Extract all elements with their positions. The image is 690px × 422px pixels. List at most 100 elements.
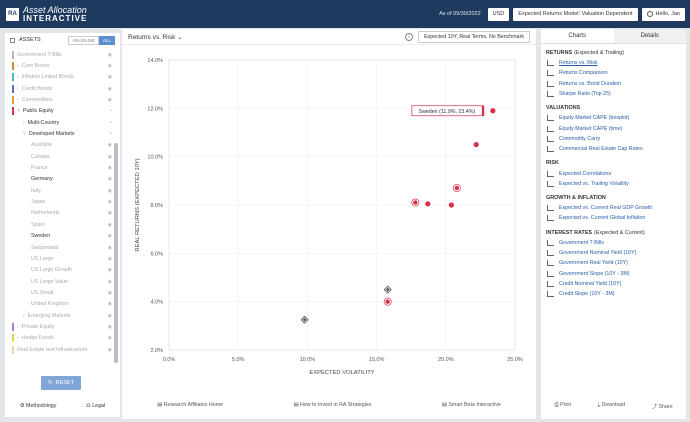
footer-link[interactable]: ▤ Smart Beta Interactive [442, 402, 501, 408]
assets-checkbox[interactable] [10, 37, 15, 43]
sidebar-scrollbar[interactable] [114, 143, 118, 363]
visibility-icon[interactable]: • [110, 108, 112, 115]
asset-item[interactable]: › Multi-Country • [5, 117, 117, 128]
asset-item[interactable]: US Small ◉ [5, 287, 117, 298]
footer-action[interactable]: ⤓ Download [598, 402, 625, 410]
asset-item[interactable]: Canada ◉ [5, 151, 117, 162]
chevron-icon[interactable]: › [17, 74, 19, 81]
visibility-icon[interactable]: ◉ [107, 267, 112, 274]
data-point[interactable] [413, 200, 418, 205]
footer-link[interactable]: ▤ How to Invest in RA Strategies [293, 402, 371, 408]
chevron-icon[interactable]: › [17, 97, 19, 104]
asset-item[interactable]: US Large Value ◉ [5, 276, 117, 287]
chart-link[interactable]: Returns vs. Bond Duration [541, 79, 686, 89]
chevron-icon[interactable]: ˅ [23, 131, 26, 138]
legal-link[interactable]: ⚖ Legal [86, 403, 105, 409]
chart-link[interactable]: Equity Market CAPE (boxplot) [541, 113, 686, 123]
asset-item[interactable]: › Private Equity ◉ [5, 321, 117, 332]
chart-link[interactable]: Equity Market CAPE (time) [541, 123, 686, 133]
visibility-icon[interactable]: ◉ [107, 221, 112, 228]
asset-item[interactable]: US Large ◉ [5, 253, 117, 264]
headline-all-toggle[interactable]: HEADLINE ALL [68, 35, 115, 45]
chart-type-select[interactable]: Returns vs. Risk ⌄ [128, 33, 183, 41]
visibility-icon[interactable]: ◉ [107, 312, 112, 319]
chart-link[interactable]: Returns Comparison [541, 68, 686, 78]
data-point[interactable] [448, 202, 454, 208]
visibility-icon[interactable]: ◉ [107, 289, 112, 296]
toggle-all[interactable]: ALL [98, 35, 115, 45]
logo[interactable]: RA Asset Allocation INTERACTIVE [6, 5, 87, 23]
data-point[interactable] [473, 141, 479, 148]
visibility-icon[interactable]: ◉ [107, 255, 112, 262]
visibility-icon[interactable]: ◉ [107, 97, 112, 104]
asset-item[interactable]: Sweden ◉ [5, 231, 117, 242]
chart-link[interactable]: Sharpe Ratio (Top 25) [541, 89, 686, 99]
visibility-icon[interactable]: ◉ [107, 165, 112, 172]
data-point[interactable] [490, 108, 496, 114]
methodology-link[interactable]: ⚙ Methodology [20, 403, 57, 409]
visibility-icon[interactable]: ◉ [107, 51, 112, 58]
asset-item[interactable]: ˅ Developed Markets • [5, 128, 117, 139]
info-icon[interactable]: i [405, 32, 414, 41]
visibility-icon[interactable]: • [110, 119, 112, 126]
chevron-icon[interactable]: › [23, 312, 25, 319]
data-point[interactable] [302, 317, 307, 322]
visibility-icon[interactable]: ◉ [107, 323, 112, 330]
visibility-icon[interactable]: ◉ [107, 187, 112, 194]
asset-item[interactable]: Real Estate and Infrastructure ◉ [5, 344, 117, 355]
asset-item[interactable]: Netherlands ◉ [5, 208, 117, 219]
chevron-icon[interactable]: › [17, 63, 19, 70]
chart-link[interactable]: Expected vs. Current Real GDP Growth [541, 203, 686, 213]
chevron-icon[interactable]: › [23, 119, 25, 126]
visibility-icon[interactable]: ◉ [107, 153, 112, 160]
chart-link[interactable]: Commercial Real Estate Cap Rates [541, 144, 686, 154]
chevron-icon[interactable]: › [17, 85, 19, 92]
asset-item[interactable]: › Inflation Linked Bonds ◉ [5, 72, 117, 83]
visibility-icon[interactable]: ◉ [107, 278, 112, 285]
chart-link[interactable]: Government Slope (10Y - 3M) [541, 268, 686, 278]
reset-button[interactable]: ↻ RESET [41, 376, 81, 390]
visibility-icon[interactable]: ◉ [107, 199, 112, 206]
asset-item[interactable]: ˅ Public Equity • [5, 106, 117, 117]
visibility-icon[interactable]: ◉ [107, 335, 112, 342]
chart-link[interactable]: Expected vs. Current Global Inflation [541, 213, 686, 223]
asset-item[interactable]: › Hedge Funds ◉ [5, 333, 117, 344]
tab-charts[interactable]: Charts [568, 33, 587, 39]
visibility-icon[interactable]: ◉ [107, 233, 112, 240]
visibility-icon[interactable]: ◉ [107, 210, 112, 217]
asset-item[interactable]: › Credit Bonds ◉ [5, 83, 117, 94]
model-select[interactable]: Expected Returns Model: Valuation Depend… [513, 7, 638, 21]
asset-item[interactable]: Italy ◉ [5, 185, 117, 196]
visibility-icon[interactable]: ◉ [107, 63, 112, 70]
chevron-icon[interactable]: › [17, 323, 19, 330]
toggle-headline[interactable]: HEADLINE [68, 35, 99, 45]
chart-link[interactable]: Expected Correlations [541, 168, 686, 178]
chart-link[interactable]: Returns vs. Risk [541, 58, 686, 68]
visibility-icon[interactable]: ◉ [107, 346, 112, 353]
currency-select[interactable]: USD [487, 7, 510, 21]
chart-link[interactable]: Government T-Bills [541, 238, 686, 248]
chart-link[interactable]: Government Nominal Yield (10Y) [541, 248, 686, 258]
asset-item[interactable]: › Core Bonds ◉ [5, 60, 117, 71]
data-point[interactable] [385, 299, 390, 304]
chart-link[interactable]: Credit Nominal Yield (10Y) [541, 279, 686, 289]
asset-item[interactable]: Spain ◉ [5, 219, 117, 230]
visibility-icon[interactable]: ◉ [107, 301, 112, 308]
data-point[interactable] [425, 201, 431, 207]
asset-item[interactable]: Australia ◉ [5, 140, 117, 151]
footer-link[interactable]: ▤ Research Affiliates Home [157, 402, 223, 408]
asset-item[interactable]: Germany ◉ [5, 174, 117, 185]
chart-link[interactable]: Expected vs. Trailing Volatility [541, 179, 686, 189]
footer-action[interactable]: ⤴ Share [652, 402, 673, 410]
asset-item[interactable]: France ◉ [5, 162, 117, 173]
visibility-icon[interactable]: ◉ [107, 85, 112, 92]
chevron-icon[interactable]: ˅ [17, 108, 20, 115]
visibility-icon[interactable]: ◉ [107, 142, 112, 149]
asset-item[interactable]: US Large Growth ◉ [5, 265, 117, 276]
footer-action[interactable]: ⎙ Print [554, 402, 571, 410]
chart-link[interactable]: Commodity Carry [541, 134, 686, 144]
data-point[interactable] [385, 287, 390, 292]
chevron-icon[interactable]: › [17, 335, 19, 342]
visibility-icon[interactable]: ◉ [107, 74, 112, 81]
user-menu[interactable]: Hello, Jan [641, 7, 685, 21]
